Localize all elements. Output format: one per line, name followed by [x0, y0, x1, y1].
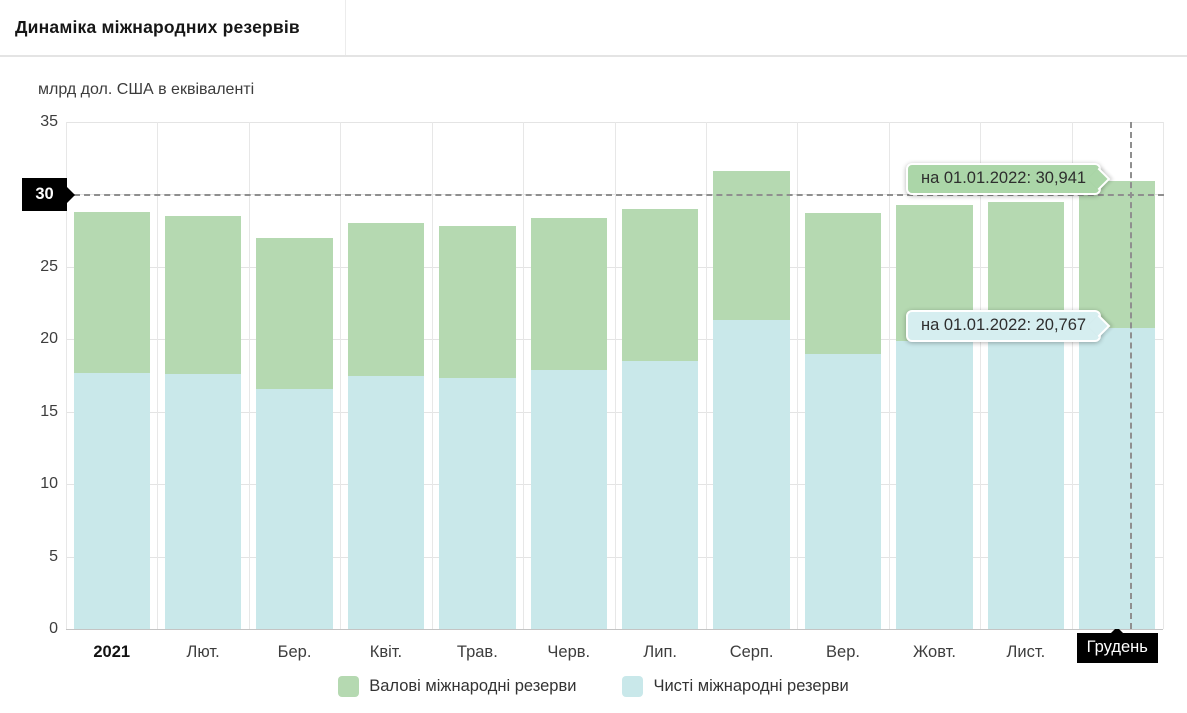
bar-net-6[interactable] — [530, 369, 607, 629]
plot-area — [66, 122, 1164, 629]
highlight-dashed-hline — [74, 194, 1164, 197]
legend-item-gross[interactable]: Валові міжнародні резерви — [338, 676, 576, 697]
bar-net-4[interactable] — [347, 375, 425, 629]
x-axis-tick: Жовт. — [912, 643, 956, 661]
highlight-dashed-vline — [1130, 122, 1133, 629]
x-axis-tick: Лист. — [1006, 643, 1046, 661]
page-title: Динаміка міжнародних резервів — [15, 17, 300, 37]
gridline-vertical — [705, 122, 707, 629]
gridline-vertical — [340, 122, 342, 629]
bar-net-7[interactable] — [622, 361, 699, 629]
legend-swatch-gross — [338, 676, 360, 697]
legend-label-net: Чисті міжнародні резерви — [653, 677, 849, 695]
x-axis-tick: Вер. — [826, 643, 860, 661]
title-box: Динаміка міжнародних резервів — [0, 0, 346, 55]
y-axis-unit-label: млрд дол. США в еквіваленті — [38, 81, 255, 98]
x-axis-tick: Бер. — [277, 643, 312, 661]
x-axis-tick: Серп. — [729, 643, 774, 661]
y-highlight-label: 30 — [22, 178, 75, 212]
bar-net-3[interactable] — [256, 388, 333, 629]
gridline-vertical — [1163, 122, 1164, 629]
gridline-vertical — [248, 122, 250, 629]
y-axis-tick: 10 — [40, 475, 58, 493]
bar-net-5[interactable] — [439, 378, 516, 629]
y-axis-tick: 25 — [40, 257, 58, 275]
tooltip-net-reserves: на 01.01.2022: 20,767 — [906, 310, 1111, 342]
y-axis-tick: 20 — [40, 330, 58, 348]
gridline-vertical — [797, 122, 799, 629]
gridline-vertical — [614, 122, 616, 629]
bar-net-11[interactable] — [987, 336, 1065, 629]
x-axis-tick: Грудень — [1072, 627, 1163, 663]
bar-net-2[interactable] — [164, 374, 242, 629]
x-highlight-label: Грудень — [1076, 627, 1158, 663]
x-axis-tick: Квіт. — [369, 643, 403, 661]
gridline-vertical — [157, 122, 159, 629]
x-axis-tick: 2021 — [93, 643, 131, 661]
x-axis-tick: Лип. — [643, 643, 677, 661]
bar-net-1[interactable] — [73, 372, 150, 629]
tooltip-gross-text: на 01.01.2022: 30,941 — [921, 169, 1087, 187]
gridline-vertical — [1071, 122, 1073, 629]
x-axis-tick: Черв. — [547, 643, 591, 661]
legend-label-gross: Валові міжнародні резерви — [369, 677, 577, 695]
tooltip-gross-reserves: на 01.01.2022: 30,941 — [906, 163, 1111, 195]
bar-net-12[interactable] — [1079, 328, 1156, 629]
bar-net-9[interactable] — [804, 353, 882, 629]
gridline-vertical — [888, 122, 890, 629]
gridline-vertical — [523, 122, 525, 629]
x-axis-tick: Лют. — [186, 643, 220, 661]
y-axis-tick: 35 — [40, 113, 58, 130]
y-axis-tick: 15 — [40, 402, 58, 420]
y-axis-tick: 5 — [49, 547, 58, 565]
gridline-vertical — [980, 122, 982, 629]
legend-swatch-net — [622, 676, 644, 697]
gridline-vertical — [431, 122, 433, 629]
bar-net-8[interactable] — [713, 320, 790, 629]
bar-net-10[interactable] — [896, 340, 973, 629]
gridline-vertical — [66, 122, 67, 629]
tooltip-net-text: на 01.01.2022: 20,767 — [921, 316, 1087, 334]
x-axis-line — [66, 629, 1163, 630]
chart-header: Динаміка міжнародних резервів — [0, 0, 1187, 57]
y-axis-tick: 0 — [49, 620, 58, 637]
legend: Валові міжнародні резерви Чисті міжнарод… — [0, 676, 1187, 697]
legend-item-net[interactable]: Чисті міжнародні резерви — [622, 676, 849, 697]
x-axis-tick: Трав. — [456, 643, 498, 661]
